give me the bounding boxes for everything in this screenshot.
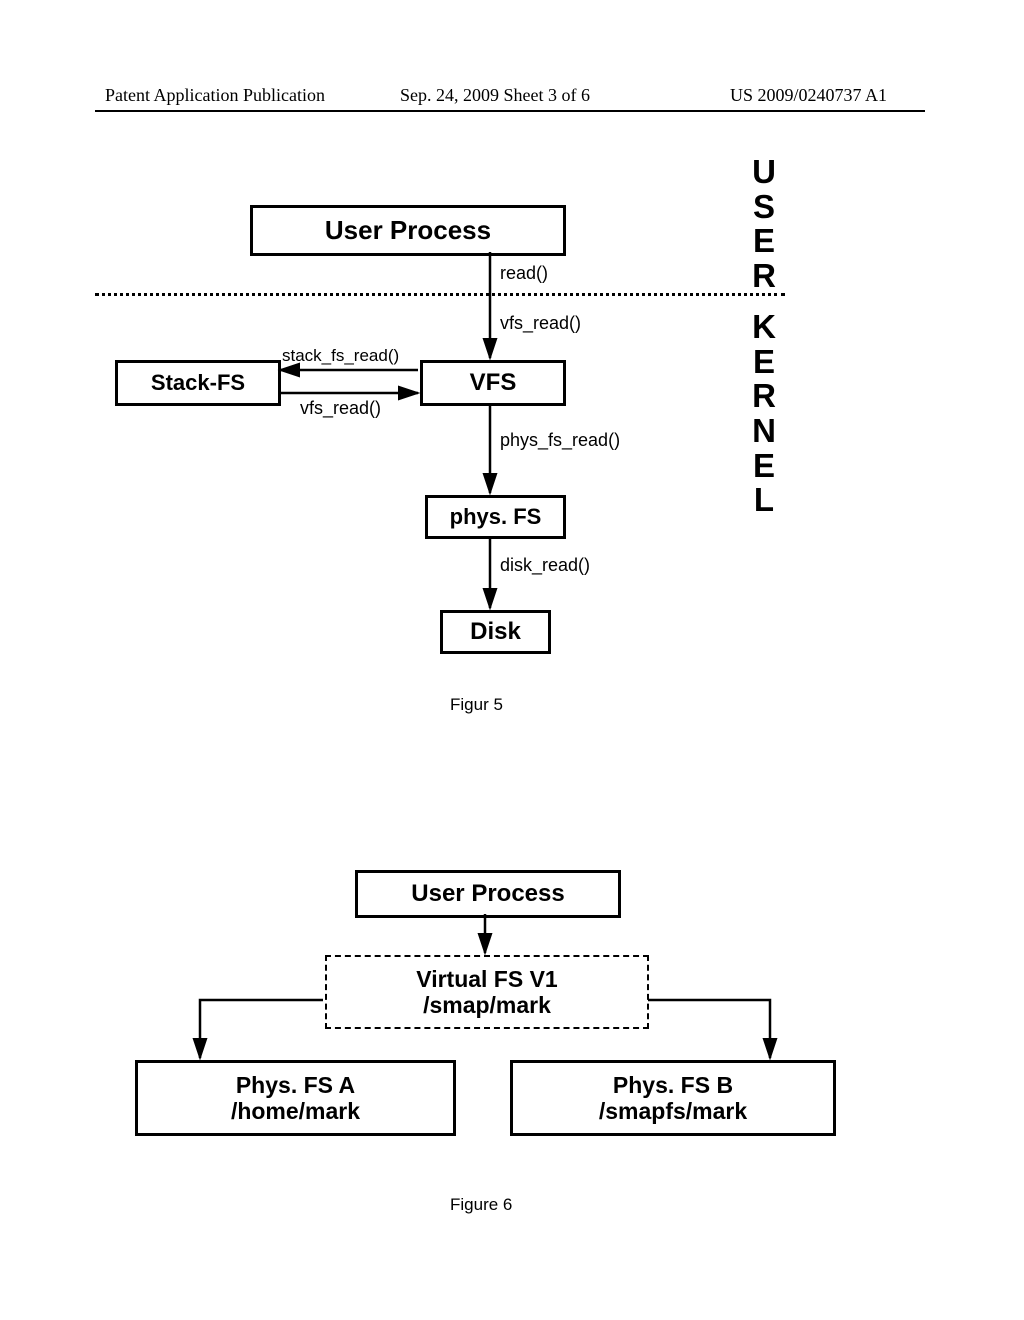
fig6-arrows — [0, 0, 1024, 1200]
fig6-caption: Figure 6 — [450, 1195, 512, 1215]
